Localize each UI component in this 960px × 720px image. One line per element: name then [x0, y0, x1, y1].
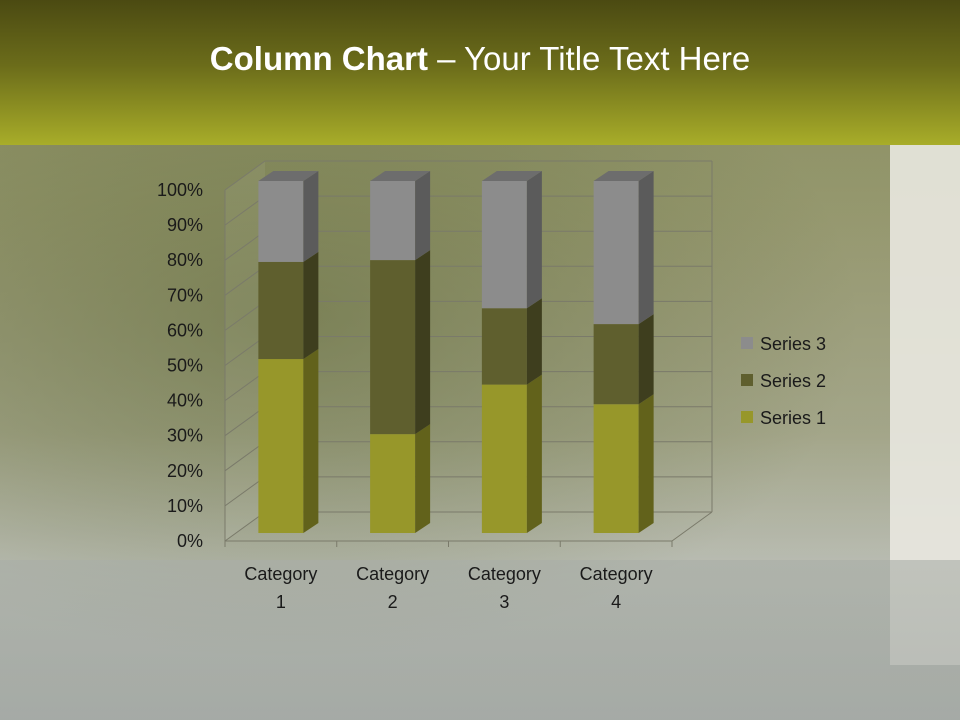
y-tick-label: 0%: [177, 531, 203, 551]
x-tick-label: 4: [611, 592, 621, 612]
legend-label: Series 3: [760, 334, 826, 354]
bar-side: [638, 394, 654, 533]
title-bold: Column Chart: [209, 40, 428, 77]
x-tick-label: Category: [580, 564, 653, 584]
legend-label: Series 1: [760, 408, 826, 428]
floor-edge: [671, 511, 713, 542]
bar-side: [415, 171, 431, 261]
legend-swatch: [741, 374, 753, 386]
x-tick-label: Category: [468, 564, 541, 584]
y-tick-label: 10%: [167, 496, 203, 516]
title-rest: – Your Title Text Here: [427, 40, 751, 77]
bar-front-series-2: [258, 261, 304, 360]
legend-swatch: [741, 411, 753, 423]
bar-side: [415, 424, 431, 533]
x-tick-label: Category: [356, 564, 429, 584]
bar-front-series-2: [481, 308, 527, 385]
bar-side: [303, 251, 319, 360]
bar-side: [303, 171, 319, 262]
y-tick-label: 50%: [167, 356, 203, 376]
legend-label: Series 2: [760, 371, 826, 391]
bar-top: [593, 171, 654, 181]
y-tick-label: 100%: [157, 180, 203, 200]
bar-front-series-2: [370, 260, 416, 435]
title-band: Column Chart – Your Title Text Here: [0, 0, 960, 145]
bar-front-series-3: [481, 181, 527, 309]
y-tick-label: 40%: [167, 391, 203, 411]
bar-top: [258, 171, 319, 181]
bar-front-series-3: [370, 181, 416, 261]
x-tick-label: 3: [499, 592, 509, 612]
y-tick-label: 30%: [167, 426, 203, 446]
y-tick-label: 90%: [167, 215, 203, 235]
y-tick-label: 60%: [167, 320, 203, 340]
bar-side: [526, 374, 542, 533]
y-tick-label: 20%: [167, 461, 203, 481]
bar-side: [303, 349, 319, 533]
x-tick-label: 1: [276, 592, 286, 612]
bar-front-series-2: [593, 324, 639, 405]
y-tick-label: 80%: [167, 250, 203, 270]
x-tick-label: Category: [244, 564, 317, 584]
bar-front-series-3: [258, 181, 304, 262]
bar-side: [638, 314, 654, 405]
bar-front-series-3: [593, 181, 639, 325]
bar-side: [415, 250, 431, 435]
gridline: [224, 160, 712, 191]
background-roof: [0, 560, 960, 720]
bar-front-series-1: [370, 434, 416, 533]
bar-front-series-1: [593, 404, 639, 533]
bar-front-series-1: [481, 384, 527, 533]
bar-top: [370, 171, 431, 181]
legend-swatch: [741, 337, 753, 349]
bar-side: [526, 298, 542, 385]
slide-title: Column Chart – Your Title Text Here: [0, 40, 960, 78]
bar-side: [638, 171, 654, 325]
x-tick-label: 2: [388, 592, 398, 612]
bar-front-series-1: [258, 359, 304, 533]
bar-top: [481, 171, 542, 181]
y-tick-label: 70%: [167, 285, 203, 305]
bar-side: [526, 171, 542, 309]
